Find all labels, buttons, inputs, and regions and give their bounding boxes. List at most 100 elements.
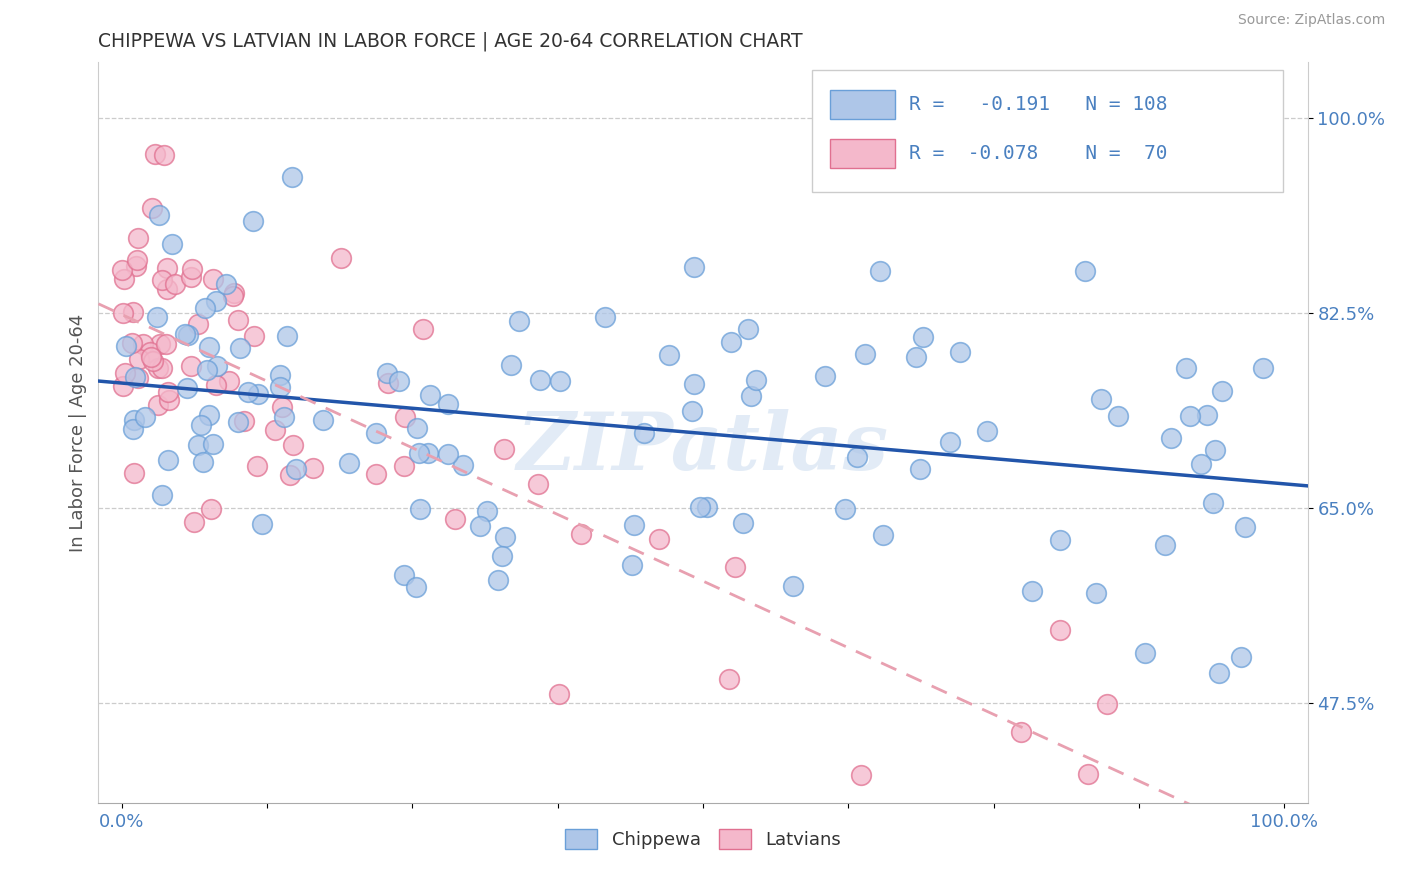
Point	[148, 208, 170, 222]
Point	[281, 438, 304, 452]
Point	[337, 456, 360, 470]
Point	[548, 687, 571, 701]
Point	[149, 336, 172, 351]
Point	[193, 455, 215, 469]
Point	[139, 345, 162, 359]
Point	[1154, 538, 1177, 552]
Point	[529, 373, 551, 387]
Point	[139, 350, 162, 364]
Point	[150, 488, 173, 502]
Point	[724, 560, 747, 574]
Point	[1133, 646, 1156, 660]
Point	[200, 502, 222, 516]
Point	[1211, 384, 1233, 398]
Point	[232, 414, 254, 428]
Point	[250, 517, 273, 532]
Point	[226, 312, 249, 326]
Point	[180, 270, 202, 285]
Text: CHIPPEWA VS LATVIAN IN LABOR FORCE | AGE 20-64 CORRELATION CHART: CHIPPEWA VS LATVIAN IN LABOR FORCE | AGE…	[98, 31, 803, 51]
Point	[122, 413, 145, 427]
Point	[276, 329, 298, 343]
Point	[658, 348, 681, 362]
Point	[146, 398, 169, 412]
Point	[869, 264, 891, 278]
Point	[155, 337, 177, 351]
Point	[204, 377, 226, 392]
Point	[128, 351, 150, 366]
Point	[737, 322, 759, 336]
Point	[187, 438, 209, 452]
Point	[366, 425, 388, 440]
Point	[412, 322, 434, 336]
Point	[846, 450, 869, 464]
Point	[134, 409, 156, 424]
Point	[475, 504, 498, 518]
Point	[408, 446, 430, 460]
Point	[329, 251, 352, 265]
Point	[180, 261, 202, 276]
Point	[124, 369, 146, 384]
Point	[394, 409, 416, 424]
Point	[782, 579, 804, 593]
FancyBboxPatch shape	[830, 90, 896, 120]
Point	[142, 354, 165, 368]
Point	[124, 260, 146, 274]
Point	[1174, 361, 1197, 376]
FancyBboxPatch shape	[830, 138, 896, 169]
Point	[150, 272, 173, 286]
Point	[177, 327, 200, 342]
Point	[301, 460, 323, 475]
Point	[491, 549, 513, 563]
Point	[165, 277, 187, 291]
Point	[569, 527, 592, 541]
Point	[160, 237, 183, 252]
Point	[141, 201, 163, 215]
Point	[222, 289, 245, 303]
Point	[696, 500, 718, 514]
Point	[720, 335, 742, 350]
Point	[437, 397, 460, 411]
Point	[1049, 623, 1071, 637]
Point	[121, 305, 143, 319]
Point	[1160, 431, 1182, 445]
Point	[218, 374, 240, 388]
Point	[1178, 409, 1201, 424]
Point	[1021, 584, 1043, 599]
Point	[1230, 649, 1253, 664]
Point	[115, 339, 138, 353]
Point	[195, 363, 218, 377]
Point	[187, 317, 209, 331]
Point	[264, 423, 287, 437]
Point	[278, 468, 301, 483]
Point	[201, 437, 224, 451]
Point	[1195, 408, 1218, 422]
Point	[683, 260, 706, 274]
Point	[201, 272, 224, 286]
Point	[912, 330, 935, 344]
Point	[905, 351, 928, 365]
Point	[621, 558, 644, 572]
Point	[527, 477, 550, 491]
Point	[745, 373, 768, 387]
Point	[486, 573, 509, 587]
Point	[938, 435, 960, 450]
Point	[281, 169, 304, 184]
Text: Source: ZipAtlas.com: Source: ZipAtlas.com	[1237, 13, 1385, 28]
Text: R =  -0.078    N =  70: R = -0.078 N = 70	[908, 144, 1167, 163]
Point	[1251, 361, 1274, 376]
Point	[183, 515, 205, 529]
Point	[229, 342, 252, 356]
Point	[242, 329, 264, 343]
Point	[633, 425, 655, 440]
Point	[215, 277, 238, 292]
Point	[143, 147, 166, 161]
Point	[548, 374, 571, 388]
Point	[125, 253, 148, 268]
Point	[683, 376, 706, 391]
Point	[908, 462, 931, 476]
Point	[190, 418, 212, 433]
Point	[204, 293, 226, 308]
Point	[405, 421, 427, 435]
Point	[112, 378, 135, 392]
Point	[157, 453, 180, 467]
